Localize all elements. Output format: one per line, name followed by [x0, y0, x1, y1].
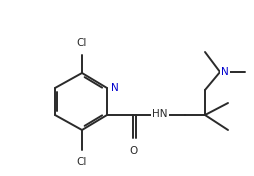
Text: HN: HN	[152, 109, 168, 119]
Text: Cl: Cl	[77, 157, 87, 167]
Text: N: N	[111, 83, 119, 93]
Text: Cl: Cl	[77, 38, 87, 48]
Text: O: O	[130, 146, 138, 156]
Text: N: N	[221, 67, 229, 77]
